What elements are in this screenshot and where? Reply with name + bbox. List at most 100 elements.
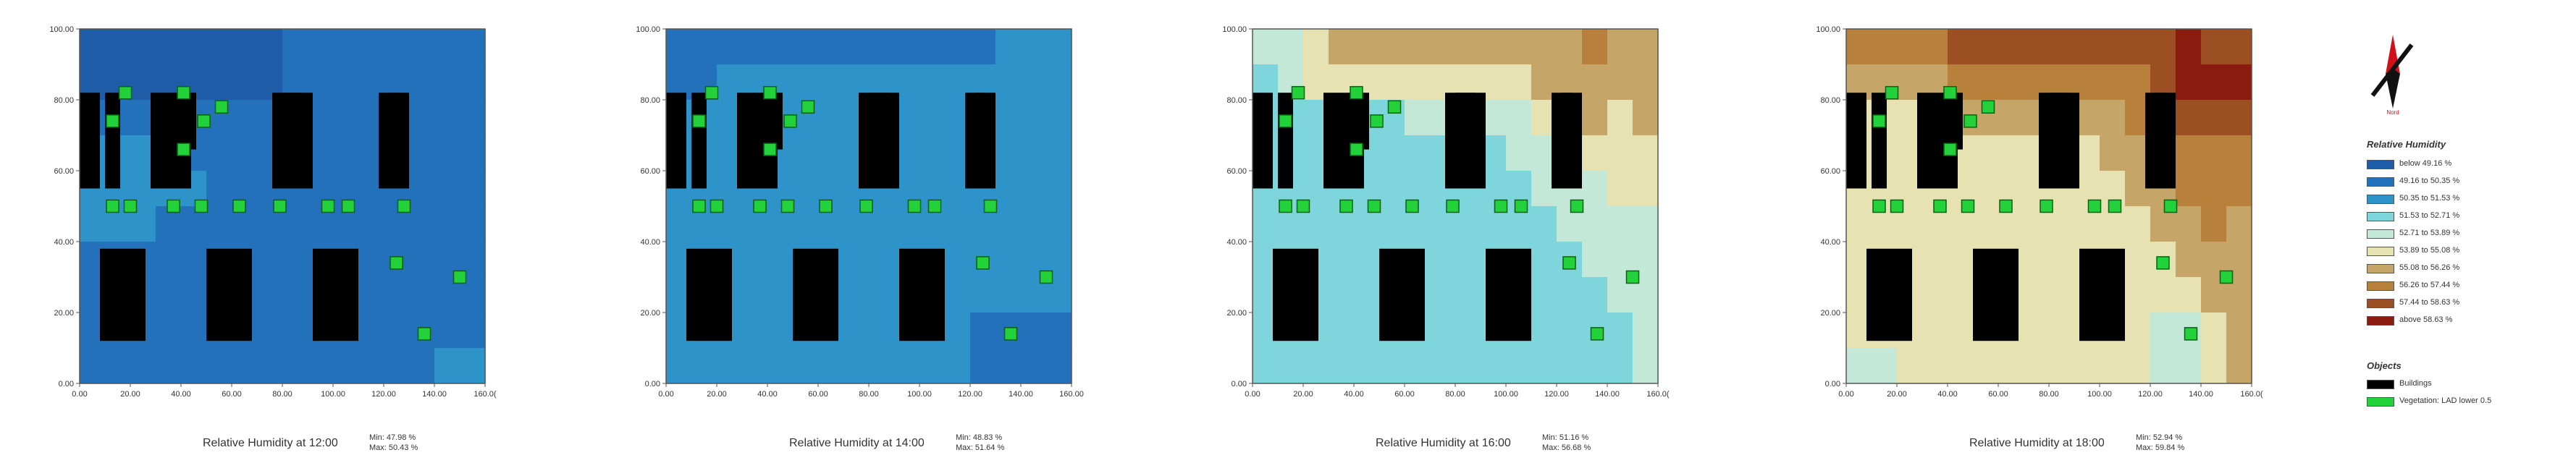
heat-cell: [409, 348, 435, 384]
x-tick-label: 100.00: [321, 390, 345, 399]
vegetation-marker: [321, 199, 335, 213]
x-tick-label: 20.00: [1293, 390, 1313, 399]
legend-label: 56.26 to 57.44 %: [2399, 281, 2460, 289]
heat-cell: [1253, 206, 1279, 242]
heat-cell: [1897, 348, 1923, 384]
min-label: Min: 48.83 %: [956, 433, 1003, 442]
heat-cell: [206, 29, 232, 65]
heat-cell: [2024, 242, 2050, 278]
vegetation-marker: [2156, 256, 2170, 270]
heat-cell: [1481, 348, 1507, 384]
vegetation-marker: [2040, 199, 2053, 213]
heat-cell: [409, 171, 435, 207]
chart-title: Relative Humidity at 16:00: [1376, 437, 1511, 449]
vegetation-marker: [123, 199, 138, 213]
heat-cell: [1046, 206, 1072, 242]
heat-cell: [105, 348, 131, 384]
legend-label: 52.71 to 53.89 %: [2399, 229, 2460, 237]
heat-cell: [666, 206, 692, 242]
y-tick-label: 20.00: [1226, 309, 1247, 318]
heat-cell: [2150, 277, 2176, 313]
heat-cell: [2226, 313, 2252, 349]
building-block: [1562, 93, 1572, 143]
heat-cell: [257, 277, 283, 313]
heat-cell: [434, 29, 460, 65]
heat-cell: [1633, 171, 1659, 207]
heat-cell: [1948, 242, 1974, 278]
objects-title: Objects: [2367, 360, 2402, 371]
heat-cell: [1430, 277, 1456, 313]
building-block: [1486, 248, 1531, 341]
heat-cell: [2176, 171, 2202, 207]
y-tick-label: 0.00: [645, 380, 660, 388]
heat-cell: [767, 348, 794, 384]
heat-cell: [2226, 348, 2252, 384]
heat-cell: [869, 348, 895, 384]
heat-cell: [1998, 29, 2024, 65]
heat-cell: [945, 206, 971, 242]
legend: Nord Relative Humidity below 49.16 % 49.1…: [2364, 29, 2567, 463]
heat-cell: [1531, 29, 1557, 65]
building-block: [762, 93, 783, 150]
heat-cell: [2125, 29, 2151, 65]
x-tick-label: 120.00: [1544, 390, 1569, 399]
y-tick-label: 100.00: [1816, 25, 1840, 34]
heat-cell: [2201, 313, 2227, 349]
heat-cell: [793, 206, 819, 242]
heat-cell: [434, 100, 460, 136]
heat-cell: [1998, 348, 2024, 384]
x-tick-label: 100.00: [1494, 390, 1518, 399]
heat-cell: [1046, 313, 1072, 349]
heat-cell: [156, 348, 182, 384]
heat-cell: [384, 29, 410, 65]
heat-cell: [1379, 135, 1405, 171]
building-block: [389, 93, 399, 143]
heat-cell: [282, 313, 308, 349]
heat-cell: [1506, 100, 1532, 136]
heat-cell: [2226, 29, 2252, 65]
heat-cell: [460, 171, 486, 207]
heat-cell: [1948, 313, 1974, 349]
heat-cell: [282, 242, 308, 278]
y-tick-label: 100.00: [636, 25, 660, 34]
heat-cell: [181, 348, 207, 384]
vegetation-marker: [2087, 199, 2102, 213]
vegetation-marker: [1339, 199, 1353, 213]
heat-cell: [1430, 313, 1456, 349]
heat-cell: [1405, 348, 1431, 384]
heat-cell: [2226, 64, 2252, 101]
building-block: [100, 248, 146, 341]
vegetation-marker: [1625, 270, 1640, 284]
heat-cell: [1506, 64, 1532, 101]
heat-cell: [1354, 348, 1380, 384]
heat-cell: [1455, 348, 1481, 384]
heat-cell: [2049, 277, 2075, 313]
max-label: Max: 59.84 %: [2136, 443, 2185, 452]
heat-cell: [2049, 348, 2075, 384]
heat-cell: [717, 348, 743, 384]
heat-cell: [2150, 313, 2176, 349]
heat-cell: [257, 313, 283, 349]
vegetation-marker: [1003, 327, 1018, 341]
vegetation-marker: [859, 199, 873, 213]
vegetation-marker: [907, 199, 922, 213]
x-tick-label: 160.0(: [1646, 390, 1670, 399]
heat-cell: [996, 242, 1022, 278]
legend-label: above 58.63 %: [2399, 315, 2453, 324]
max-label: Max: 50.43 %: [369, 443, 418, 452]
heat-cell: [1531, 313, 1557, 349]
legend-swatch: [2367, 212, 2394, 221]
heat-cell: [869, 313, 895, 349]
x-tick-label: 80.00: [1445, 390, 1465, 399]
building-block: [176, 93, 196, 150]
heat-cell: [460, 100, 486, 136]
max-label: Max: 56.68 %: [1542, 443, 1591, 452]
legend-label: 57.44 to 58.63 %: [2399, 298, 2460, 307]
vegetation-marker: [177, 143, 190, 156]
vegetation-marker: [273, 199, 287, 213]
vegetation-marker: [976, 256, 990, 270]
vegetation-marker: [763, 85, 777, 100]
vegetation-marker: [1514, 199, 1528, 213]
heat-cell: [181, 313, 207, 349]
heat-cell: [1607, 206, 1633, 242]
